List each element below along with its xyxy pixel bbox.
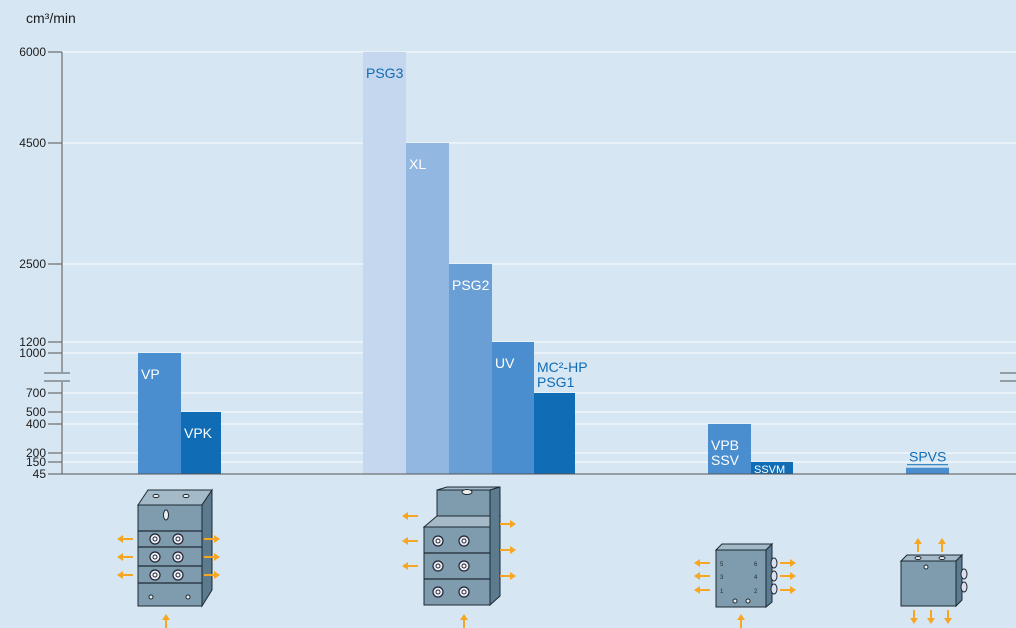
arrow-icon — [780, 586, 796, 594]
arrow-icon — [402, 512, 418, 520]
y-tick-label: 200 — [26, 446, 46, 460]
vp-vpk-divider-block-icon — [117, 488, 220, 628]
arrow-icon — [117, 553, 133, 561]
arrow-icon — [402, 562, 418, 570]
arrow-icon — [162, 614, 170, 628]
bar — [534, 393, 575, 474]
arrow-icon — [910, 610, 918, 624]
y-tick-label: 700 — [26, 386, 46, 400]
y-tick-label: 2500 — [19, 257, 46, 271]
y-tick-label: 6000 — [19, 45, 46, 59]
arrow-icon — [117, 535, 133, 543]
bar — [751, 462, 793, 474]
arrow-icon — [204, 553, 220, 561]
bar — [708, 424, 751, 474]
bar-label: PSG2 — [452, 277, 490, 293]
y-tick-label: 150 — [26, 455, 46, 469]
arrow-icon — [914, 538, 922, 552]
svg-text:1: 1 — [720, 589, 724, 595]
arrow-icon — [694, 586, 710, 594]
bar-label: MC²-HP PSG1 — [537, 359, 588, 390]
arrow-icon — [944, 610, 952, 624]
arrow-icon — [402, 537, 418, 545]
svg-text:6: 6 — [754, 562, 758, 568]
bar-label: VP — [141, 366, 160, 382]
arrow-icon — [780, 559, 796, 567]
bar — [906, 467, 949, 474]
arrow-icon — [500, 572, 516, 580]
psg-xl-uv-divider-block-icon — [402, 486, 516, 628]
bar-label: UV — [495, 355, 515, 371]
y-axis-unit-label: cm³/min — [26, 10, 76, 26]
arrow-icon — [500, 546, 516, 554]
bar-label: VPK — [184, 425, 213, 441]
y-tick-label: 1000 — [19, 346, 46, 360]
arrow-icon — [694, 572, 710, 580]
axis-break-gap — [44, 372, 70, 382]
arrow-icon — [500, 520, 516, 528]
arrow-icon — [737, 614, 745, 628]
bar-label: VPB SSV — [711, 437, 740, 468]
bar — [138, 353, 181, 474]
bar-label: SSVM — [754, 464, 785, 476]
arrow-icon — [204, 535, 220, 543]
y-tick-label: 500 — [26, 405, 46, 419]
bar — [449, 264, 492, 474]
y-tick-label: 4500 — [19, 136, 46, 150]
svg-text:2: 2 — [754, 589, 758, 595]
arrow-icon — [204, 571, 220, 579]
svg-text:5: 5 — [720, 562, 724, 568]
arrow-icon — [117, 571, 133, 579]
ssv-divider-block-icon: 5 3 1 6 4 2 — [694, 542, 796, 628]
arrow-icon — [780, 572, 796, 580]
y-tick-label: 45 — [33, 467, 47, 481]
bar — [181, 412, 221, 474]
arrow-icon — [927, 610, 935, 624]
spvs-divider-block-icon — [899, 538, 968, 624]
bars: VP VPK PSG3 XL PSG2 UV MC²-HP PSG1 VPB SSV SSVM SPV… — [138, 52, 949, 476]
svg-text:3: 3 — [720, 575, 724, 581]
illustrations: 5 3 1 6 4 2 — [117, 486, 968, 628]
bar — [406, 143, 449, 474]
y-tick-label: 1200 — [19, 335, 46, 349]
y-tick-label: 400 — [26, 417, 46, 431]
arrow-icon — [460, 614, 468, 628]
bar — [492, 342, 534, 474]
bar-label: SPVS — [909, 449, 946, 465]
bar-label: PSG3 — [366, 65, 404, 81]
bar-label: XL — [409, 156, 426, 172]
svg-text:4: 4 — [754, 575, 758, 581]
bar — [363, 52, 406, 474]
axis-break-gap — [1000, 372, 1016, 382]
arrow-icon — [938, 538, 946, 552]
arrow-icon — [694, 559, 710, 567]
